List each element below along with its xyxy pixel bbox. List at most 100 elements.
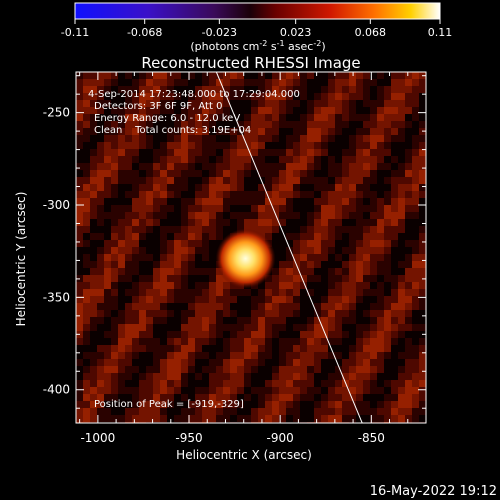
noise-cell <box>188 261 195 268</box>
noise-cell <box>377 366 384 373</box>
noise-cell <box>139 254 146 261</box>
noise-cell <box>174 226 181 233</box>
noise-cell <box>370 317 377 324</box>
noise-cell <box>251 135 258 142</box>
noise-cell <box>76 310 83 317</box>
noise-cell <box>230 338 237 345</box>
noise-cell <box>384 401 391 408</box>
noise-cell <box>167 268 174 275</box>
noise-cell <box>125 184 132 191</box>
annotation-detectors: Detectors: 3F 6F 9F, Att 0 <box>94 101 222 112</box>
noise-cell <box>209 359 216 366</box>
noise-cell <box>272 184 279 191</box>
noise-cell <box>97 261 104 268</box>
noise-cell <box>370 366 377 373</box>
noise-cell <box>398 352 405 359</box>
noise-cell <box>111 415 118 422</box>
noise-cell <box>202 275 209 282</box>
noise-cell <box>76 338 83 345</box>
noise-cell <box>328 247 335 254</box>
noise-cell <box>349 212 356 219</box>
noise-cell <box>188 191 195 198</box>
noise-cell <box>314 114 321 121</box>
noise-cell <box>335 380 342 387</box>
noise-cell <box>132 254 139 261</box>
noise-cell <box>111 275 118 282</box>
noise-cell <box>356 198 363 205</box>
noise-cell <box>223 317 230 324</box>
noise-cell <box>160 387 167 394</box>
noise-cell <box>335 338 342 345</box>
noise-cell <box>167 331 174 338</box>
noise-cell <box>335 142 342 149</box>
noise-cell <box>258 121 265 128</box>
noise-cell <box>377 191 384 198</box>
noise-cell <box>356 380 363 387</box>
noise-cell <box>118 317 125 324</box>
noise-cell <box>363 79 370 86</box>
noise-cell <box>118 198 125 205</box>
noise-cell <box>272 352 279 359</box>
noise-cell <box>83 156 90 163</box>
noise-cell <box>216 128 223 135</box>
noise-cell <box>202 79 209 86</box>
noise-cell <box>146 296 153 303</box>
noise-cell <box>146 317 153 324</box>
noise-cell <box>279 380 286 387</box>
noise-cell <box>328 324 335 331</box>
noise-cell <box>216 184 223 191</box>
noise-cell <box>328 387 335 394</box>
noise-cell <box>412 114 419 121</box>
noise-cell <box>195 373 202 380</box>
noise-cell <box>146 261 153 268</box>
noise-cell <box>153 331 160 338</box>
noise-cell <box>398 184 405 191</box>
noise-cell <box>188 331 195 338</box>
noise-cell <box>293 142 300 149</box>
noise-cell <box>377 107 384 114</box>
noise-cell <box>90 303 97 310</box>
noise-cell <box>384 240 391 247</box>
noise-cell <box>356 408 363 415</box>
noise-cell <box>293 289 300 296</box>
noise-cell <box>83 345 90 352</box>
noise-cell <box>349 219 356 226</box>
noise-cell <box>279 170 286 177</box>
noise-cell <box>104 135 111 142</box>
annotation-time-range: 4-Sep-2014 17:23:48.000 to 17:29:04.000 <box>88 89 300 100</box>
noise-cell <box>209 261 216 268</box>
noise-cell <box>265 170 272 177</box>
noise-cell <box>237 198 244 205</box>
noise-cell <box>293 93 300 100</box>
noise-cell <box>118 324 125 331</box>
noise-cell <box>286 324 293 331</box>
noise-cell <box>76 247 83 254</box>
noise-cell <box>265 233 272 240</box>
noise-cell <box>139 240 146 247</box>
noise-cell <box>195 163 202 170</box>
noise-cell <box>405 79 412 86</box>
noise-cell <box>342 135 349 142</box>
noise-cell <box>132 366 139 373</box>
noise-cell <box>132 156 139 163</box>
noise-cell <box>377 86 384 93</box>
noise-cell <box>251 198 258 205</box>
noise-cell <box>349 205 356 212</box>
noise-cell <box>139 296 146 303</box>
noise-cell <box>405 177 412 184</box>
noise-cell <box>314 303 321 310</box>
colorbar-gradient <box>74 2 441 20</box>
noise-cell <box>90 156 97 163</box>
noise-cell <box>174 373 181 380</box>
noise-cell <box>307 72 314 79</box>
noise-cell <box>209 205 216 212</box>
noise-cell <box>195 317 202 324</box>
noise-cell <box>335 184 342 191</box>
noise-cell <box>321 135 328 142</box>
noise-cell <box>139 394 146 401</box>
noise-cell <box>251 310 258 317</box>
noise-cell <box>342 310 349 317</box>
noise-cell <box>90 149 97 156</box>
noise-cell <box>223 128 230 135</box>
noise-cell <box>216 415 223 422</box>
